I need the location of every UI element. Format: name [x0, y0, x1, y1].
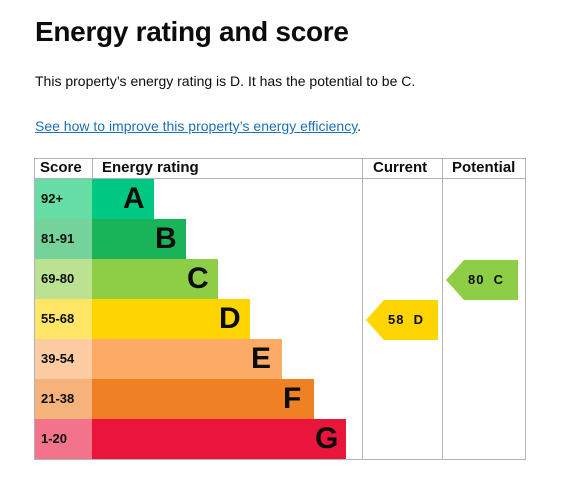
score-column-divider	[92, 158, 93, 179]
band-b-bar	[92, 219, 186, 259]
band-e-letter: E	[251, 342, 272, 375]
band-e-score-range: 39-54	[35, 339, 92, 379]
band-d-letter: D	[219, 302, 241, 335]
potential-arrow-polygon	[446, 260, 518, 300]
potential-rating-arrow: 80 C	[446, 260, 518, 300]
header-energy-rating: Energy rating	[102, 159, 199, 176]
band-d-score-range: 55-68	[35, 299, 92, 339]
header-divider	[34, 178, 526, 179]
improve-link-suffix: .	[357, 118, 362, 134]
band-a-score-range: 92+	[35, 179, 92, 219]
band-b-score-range: 81-91	[35, 219, 92, 259]
improve-link-line: See how to improve this property’s energ…	[35, 117, 361, 135]
header-score: Score	[40, 159, 82, 176]
band-c-bar	[92, 259, 218, 299]
band-f-bar	[92, 379, 314, 419]
chart-border-bottom	[34, 459, 526, 460]
improve-efficiency-link[interactable]: See how to improve this property’s energ…	[35, 118, 358, 134]
chart-border-left	[34, 158, 35, 460]
band-d-bar	[92, 299, 250, 339]
potential-rating-label: 80 C	[468, 272, 505, 287]
band-a-letter: A	[123, 182, 145, 215]
band-g-bar	[92, 419, 346, 459]
current-arrow-polygon	[366, 300, 438, 340]
chart-border-right	[525, 158, 526, 460]
current-rating-label: 58 D	[388, 312, 425, 327]
potential-arrow-shape	[446, 260, 518, 300]
band-a-bar	[92, 179, 154, 219]
header-current: Current	[373, 159, 428, 176]
band-f-score-range: 21-38	[35, 379, 92, 419]
potential-column-divider	[442, 158, 443, 460]
energy-rating-chart: Score Energy rating Current Potential 92…	[34, 158, 526, 460]
band-b-letter: B	[155, 222, 177, 255]
current-column-divider	[362, 158, 363, 460]
current-arrow-shape	[366, 300, 438, 340]
band-c-score-range: 69-80	[35, 259, 92, 299]
rating-summary: This property’s energy rating is D. It h…	[35, 73, 416, 89]
current-rating-arrow: 58 D	[366, 300, 438, 340]
band-f-letter: F	[283, 382, 302, 415]
band-g-score-range: 1-20	[35, 419, 92, 459]
chart-border-top	[34, 158, 526, 159]
band-c-letter: C	[187, 262, 209, 295]
page-title: Energy rating and score	[35, 16, 349, 47]
header-potential: Potential	[452, 159, 516, 176]
band-e-bar	[92, 339, 282, 379]
band-g-letter: G	[315, 422, 339, 455]
